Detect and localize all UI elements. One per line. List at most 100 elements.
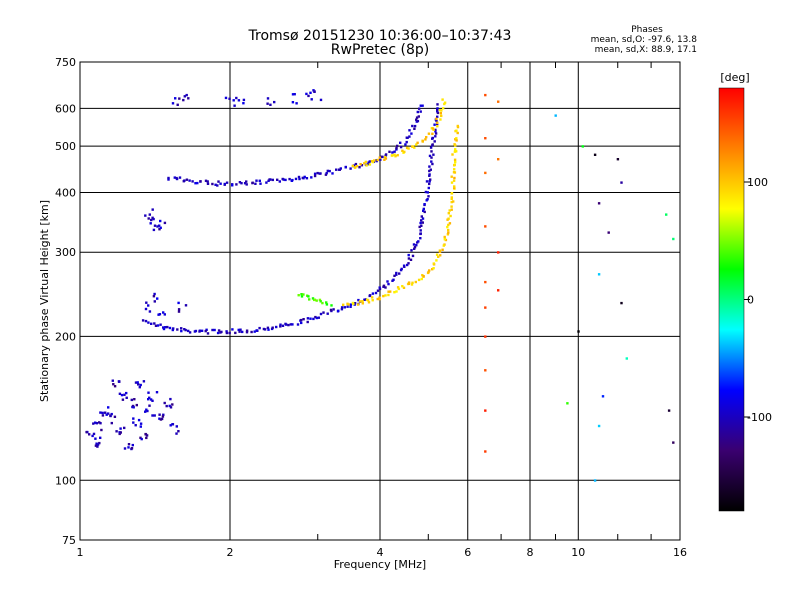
data-point xyxy=(371,296,374,299)
data-point xyxy=(407,257,411,260)
data-point xyxy=(397,287,401,291)
data-point xyxy=(428,174,431,177)
data-point xyxy=(422,275,425,278)
data-point xyxy=(413,247,416,250)
data-point xyxy=(353,302,357,305)
data-point xyxy=(384,294,387,297)
data-point xyxy=(387,293,390,297)
data-point xyxy=(421,104,424,107)
data-point xyxy=(270,327,274,331)
data-point xyxy=(330,304,333,307)
chart-title: Tromsø 20151230 10:36:00–10:37:43 xyxy=(248,28,512,44)
data-point xyxy=(144,319,148,323)
data-point xyxy=(146,409,149,413)
data-point xyxy=(442,107,445,110)
data-point xyxy=(162,326,165,329)
data-point xyxy=(238,181,242,184)
data-point xyxy=(431,143,434,146)
data-point xyxy=(148,396,151,399)
data-point xyxy=(440,109,443,112)
data-point xyxy=(271,178,274,182)
data-point xyxy=(616,158,620,161)
data-point xyxy=(177,310,181,313)
data-point xyxy=(156,225,159,228)
data-point xyxy=(233,104,236,107)
data-point xyxy=(325,301,328,304)
data-point xyxy=(416,141,419,144)
data-point xyxy=(302,177,305,180)
data-point xyxy=(428,173,431,176)
data-point xyxy=(395,147,398,150)
data-point xyxy=(150,322,153,325)
data-point xyxy=(672,237,675,241)
data-point xyxy=(96,445,99,448)
data-point xyxy=(254,182,257,185)
data-point xyxy=(164,326,167,329)
data-point xyxy=(497,289,500,292)
data-point xyxy=(265,181,268,184)
data-point xyxy=(346,305,349,308)
data-point xyxy=(183,95,186,98)
data-point xyxy=(378,296,381,299)
data-point xyxy=(625,357,628,360)
phase-stats-heading: Phases xyxy=(631,25,663,35)
data-point xyxy=(303,175,306,179)
plot-frame xyxy=(79,61,681,541)
data-point xyxy=(199,180,202,183)
data-point xyxy=(378,287,382,291)
data-point xyxy=(123,447,127,450)
data-point xyxy=(145,408,148,411)
data-point xyxy=(163,221,167,225)
data-point xyxy=(450,181,454,184)
data-point xyxy=(484,335,487,338)
data-point xyxy=(401,149,404,152)
data-point xyxy=(368,294,372,297)
data-point xyxy=(420,224,423,227)
colorbar-label: [deg] xyxy=(720,71,749,84)
data-point xyxy=(151,216,154,219)
data-point xyxy=(136,381,139,384)
data-point xyxy=(601,395,605,398)
data-point xyxy=(410,249,413,252)
data-point xyxy=(200,329,204,332)
data-point xyxy=(446,233,450,236)
data-point xyxy=(403,265,406,268)
data-point xyxy=(99,422,102,425)
data-point xyxy=(135,403,138,407)
data-point xyxy=(121,398,125,401)
data-point xyxy=(175,425,178,428)
data-point xyxy=(453,158,457,161)
data-point xyxy=(219,182,222,185)
data-point xyxy=(302,293,305,296)
data-point xyxy=(367,163,370,166)
data-point xyxy=(322,311,325,314)
data-point xyxy=(443,235,446,239)
data-point xyxy=(436,125,439,128)
x-tick-label: 16 xyxy=(673,546,687,559)
data-point xyxy=(428,180,431,183)
data-point xyxy=(312,317,315,321)
data-point xyxy=(424,138,427,141)
data-point xyxy=(387,290,390,293)
data-point xyxy=(271,326,274,329)
data-point xyxy=(326,312,329,315)
data-point xyxy=(243,182,247,185)
data-point xyxy=(447,223,450,227)
data-point xyxy=(581,145,584,148)
data-point xyxy=(325,172,328,175)
data-point xyxy=(672,441,675,444)
data-point xyxy=(158,228,161,231)
data-point xyxy=(147,217,150,220)
data-point xyxy=(597,202,601,205)
data-point xyxy=(423,210,426,214)
data-point xyxy=(426,191,429,194)
data-point xyxy=(361,302,364,305)
data-point xyxy=(383,158,386,161)
data-point xyxy=(147,304,150,307)
data-point xyxy=(332,308,335,311)
data-point xyxy=(307,295,310,298)
data-point xyxy=(408,129,411,132)
data-point xyxy=(406,263,409,267)
data-point xyxy=(324,173,328,176)
data-point xyxy=(419,232,422,235)
